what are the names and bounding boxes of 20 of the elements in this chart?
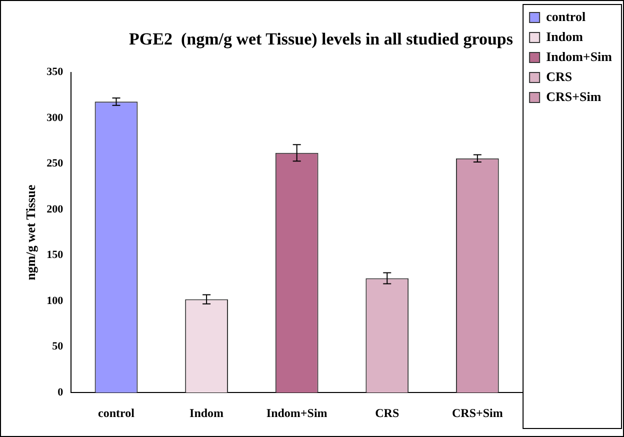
y-tick-label: 300 bbox=[46, 112, 64, 124]
y-tick-label: 250 bbox=[46, 158, 64, 170]
y-tick-label: 350 bbox=[46, 66, 64, 78]
x-tick-label: control bbox=[98, 406, 136, 420]
x-tick-label: Indom+Sim bbox=[266, 406, 328, 420]
y-tick-label: 50 bbox=[52, 340, 64, 353]
y-tick-label: 100 bbox=[46, 294, 64, 307]
legend-label: CRS+Sim bbox=[546, 88, 602, 104]
y-axis-title: ngm/g wet Tissue bbox=[23, 184, 38, 280]
legend-label: control bbox=[546, 8, 586, 24]
y-tick-label: 200 bbox=[46, 203, 64, 216]
legend-label: Indom+Sim bbox=[546, 48, 612, 64]
x-tick-label: CRS+Sim bbox=[452, 406, 503, 420]
x-tick-label: CRS bbox=[375, 406, 400, 420]
y-tick-label: 150 bbox=[46, 249, 64, 262]
y-tick-label: 0 bbox=[58, 386, 64, 398]
chart-title: PGE2 (ngm/g wet Tissue) levels in all studied groups bbox=[129, 30, 514, 49]
legend-label: CRS bbox=[546, 68, 572, 84]
legend-label: Indom bbox=[546, 28, 584, 44]
x-tick-label: Indom bbox=[190, 406, 224, 420]
